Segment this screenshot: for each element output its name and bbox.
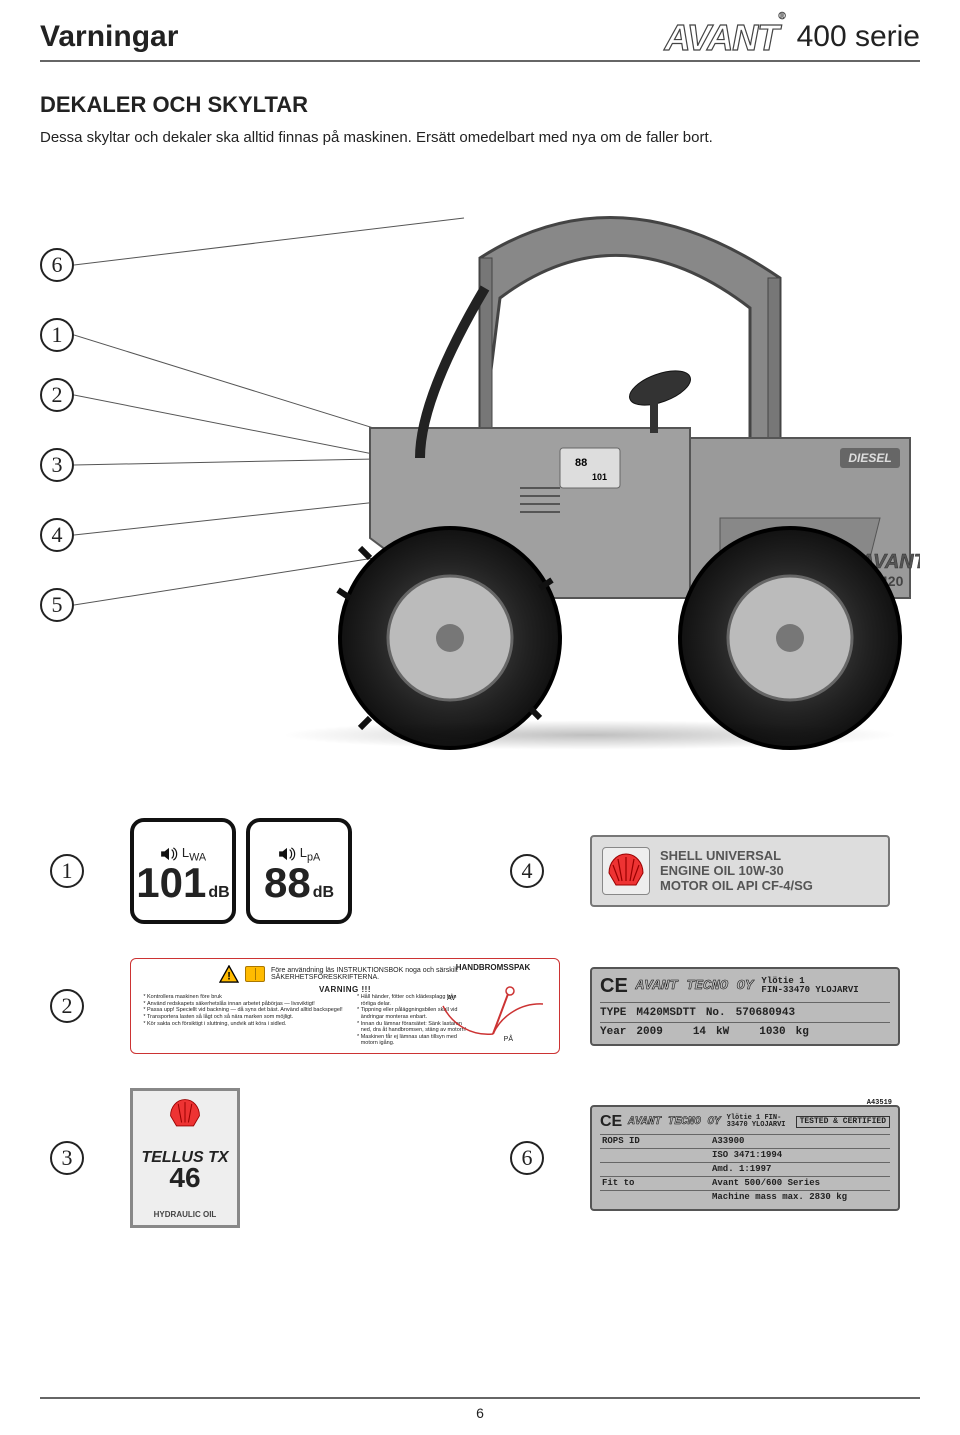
rops-addr: Ylötie 1 FIN-33470 YLOJARVI (727, 1115, 790, 1130)
page-header: Varningar AVANT® 400 serie (40, 18, 920, 62)
section-title: DEKALER OCH SKYLTAR (40, 92, 920, 118)
page-number: 6 (40, 1397, 920, 1421)
decal-tellus: TELLUS TX 46 HYDRAULIC OIL (130, 1088, 490, 1228)
callout-4: 4 (40, 518, 74, 552)
header-right: AVANT® 400 serie (665, 18, 920, 54)
lwa-value: 101 (136, 864, 206, 902)
header-left-title: Varningar (40, 20, 178, 54)
lwa-unit: dB (208, 884, 229, 902)
callout-1: 1 (40, 318, 74, 352)
machine-drawing: DIESEL AVANT 420 88 101 (220, 198, 920, 758)
rops-code: A43519 (867, 1099, 892, 1107)
type-plate-addr: Ylötie 1 FIN-33470 YLOJARVI (761, 977, 858, 996)
type-plate-row2: TYPE M420MSDTT No. 570680943 (600, 1007, 890, 1023)
decal-sound-labels: LWA 101 dB LpA 88 dB (130, 818, 490, 924)
rops-logo: AVANT TECNO OY (628, 1116, 720, 1128)
handbrake-icon (438, 976, 548, 1036)
type-plate-row3: Year 2009 14 kW 1030 kg (600, 1026, 890, 1038)
tellus-foot: HYDRAULIC OIL (154, 1210, 217, 1219)
callout-6: 6 (40, 248, 74, 282)
rops-topband: CE AVANT TECNO OY Ylötie 1 FIN-33470 YLO… (600, 1113, 890, 1131)
tellus-name: TELLUS TX 46 (141, 1150, 228, 1192)
num-2: 2 (50, 989, 84, 1023)
label-av: AV (447, 995, 456, 1002)
brand-logo: AVANT® (665, 20, 785, 56)
decal-oil-label: SHELL UNIVERSAL ENGINE OIL 10W-30 MOTOR … (590, 835, 890, 907)
decal-grid: 1 LWA 101 dB LpA 88 dB (50, 818, 910, 1228)
decal-type-plate: CE AVANT TECNO OY Ylötie 1 FIN-33470 YLO… (590, 967, 900, 1046)
warning-plate: ! Före användning läs INSTRUKTIONSBOK no… (130, 958, 560, 1054)
type-plate-row1: CE AVANT TECNO OY Ylötie 1 FIN-33470 YLO… (600, 975, 890, 1003)
tested-badge: TESTED & CERTIFIED (796, 1116, 890, 1128)
sound-lwa: LWA 101 dB (130, 818, 236, 924)
warning-triangle-icon: ! (219, 965, 239, 983)
machine-illustration: 6 1 2 3 4 5 DIESEL AVAN (40, 198, 920, 758)
type-plate-logo: AVANT TECNO OY (636, 978, 754, 994)
ce-icon: CE (600, 1113, 622, 1131)
decal-rops-plate: CE AVANT TECNO OY Ylötie 1 FIN-33470 YLO… (590, 1105, 900, 1211)
handbrake-area: HANDBROMSSPAK AV PÅ (433, 963, 553, 1049)
series-label: 400 serie (797, 20, 920, 54)
num-6: 6 (510, 1141, 544, 1175)
callout-2: 2 (40, 378, 74, 412)
num-3: 3 (50, 1141, 84, 1175)
tellus-label: TELLUS TX 46 HYDRAULIC OIL (130, 1088, 240, 1228)
svg-text:101: 101 (592, 472, 607, 482)
ce-icon: CE (600, 975, 628, 998)
manual-icon (245, 966, 265, 982)
intro-text: Dessa skyltar och dekaler ska alltid fin… (40, 128, 920, 148)
oil-text: SHELL UNIVERSAL ENGINE OIL 10W-30 MOTOR … (660, 849, 813, 894)
svg-text:!: ! (227, 971, 231, 983)
num-1: 1 (50, 854, 84, 888)
callout-3: 3 (40, 448, 74, 482)
svg-text:DIESEL: DIESEL (848, 451, 891, 465)
handbrake-title: HANDBROMSSPAK (456, 963, 531, 972)
decal-warning-plate: ! Före användning läs INSTRUKTIONSBOK no… (130, 958, 490, 1054)
callout-5: 5 (40, 588, 74, 622)
lpa-unit: dB (313, 884, 334, 902)
shell-icon (602, 847, 650, 895)
lpa-value: 88 (264, 864, 311, 902)
warning-col-left: Kontrollera maskinen före bruk Använd re… (139, 994, 343, 1047)
svg-text:88: 88 (575, 457, 587, 469)
label-pa: PÅ (504, 1036, 513, 1043)
num-4: 4 (510, 854, 544, 888)
loader-svg: DIESEL AVANT 420 88 101 (220, 198, 920, 758)
sound-lpa: LpA 88 dB (246, 818, 352, 924)
rops-grid: ROPS IDA33900 ISO 3471:1994 Amd. 1:1997 … (600, 1134, 890, 1203)
shell-icon (168, 1097, 202, 1131)
